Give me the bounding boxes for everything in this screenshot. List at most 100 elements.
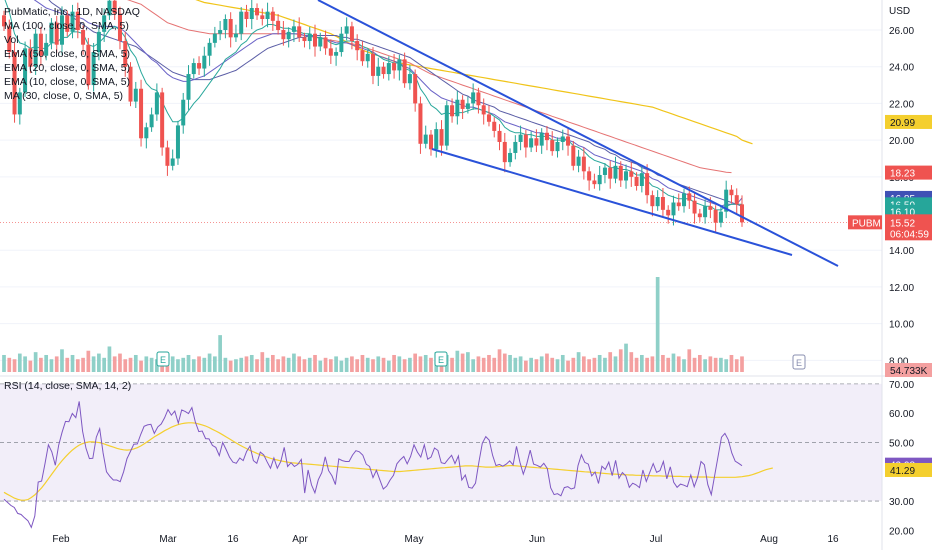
candle-body	[297, 26, 302, 38]
candle-body	[566, 136, 571, 146]
volume-bar	[270, 354, 275, 372]
lower-trendline	[431, 148, 793, 256]
earnings-marker-0	[156, 351, 170, 367]
candle-body	[645, 173, 650, 196]
volume-bar	[634, 357, 639, 372]
candle-body	[450, 105, 455, 117]
rsi-legend[interactable]: RSI (14, close, SMA, 14, 2)	[4, 380, 132, 392]
candle-body	[518, 134, 523, 142]
candle-body	[497, 130, 502, 142]
volume-bar	[497, 349, 502, 372]
volume-bar	[476, 356, 481, 372]
volume-bar	[376, 356, 381, 372]
volume-bar	[597, 354, 602, 372]
volume-bar	[112, 356, 117, 372]
volume-bar	[676, 356, 681, 372]
volume-bar	[360, 354, 365, 372]
candle-body	[703, 206, 708, 218]
volume-bar	[281, 356, 286, 372]
volume-bar	[7, 357, 12, 372]
volume-bar	[65, 357, 70, 372]
candle-body	[687, 193, 692, 201]
candle-body	[117, 13, 122, 42]
legend-ma100: MA (100, close, 0, SMA, 5)	[4, 20, 129, 32]
candle-body	[223, 19, 228, 31]
candle-body	[660, 197, 665, 210]
candle-body	[355, 41, 360, 51]
candle-body	[170, 158, 175, 166]
candle-body	[402, 59, 407, 84]
candle-body	[486, 114, 491, 122]
candle-body	[270, 11, 275, 21]
symbol-tag-text: PUBM	[852, 218, 881, 229]
upper-trendline	[317, 0, 839, 267]
volume-bar	[107, 346, 112, 372]
candle-body	[587, 171, 592, 181]
volume-bar	[123, 359, 128, 372]
earnings-marker-1	[434, 351, 448, 367]
candle-body	[708, 206, 713, 210]
last-price-value: 15.52	[890, 218, 915, 229]
candle-body	[697, 213, 702, 218]
volume-bar	[344, 357, 349, 372]
candle-body	[576, 156, 581, 166]
volume-bar	[144, 356, 149, 372]
volume-bar	[81, 357, 85, 372]
rsi-tick-label: 60.00	[889, 409, 914, 420]
candle-body	[739, 204, 745, 223]
volume-bar	[255, 359, 259, 372]
candle-body	[492, 121, 497, 131]
legend-vol: Vol	[4, 34, 19, 46]
price-tick-label: 20.00	[889, 136, 914, 147]
candle-body	[481, 105, 486, 115]
candle-body	[128, 66, 133, 102]
volume-bar	[128, 357, 133, 372]
candle-body	[302, 37, 307, 42]
volume-bar	[260, 352, 265, 372]
volume-bar	[181, 357, 186, 372]
chart-legend[interactable]: PubMatic, Inc., 1D, NASDAQ MA (100, clos…	[4, 5, 140, 103]
candle-body	[202, 55, 207, 69]
candle-body	[571, 145, 576, 166]
volume-bar	[418, 356, 423, 372]
volume-bar	[386, 360, 391, 372]
price-tick-label: 26.00	[889, 26, 914, 37]
volume-bar	[176, 359, 180, 372]
candle-body	[508, 152, 513, 163]
volume-bar	[587, 359, 591, 372]
volume-bar	[734, 359, 739, 372]
volume-bar	[355, 359, 360, 372]
volume-bar	[618, 349, 623, 372]
price-tick-label: 8.00	[889, 356, 909, 367]
volume-bar	[576, 352, 581, 372]
volume-bar	[102, 357, 107, 372]
volume-bar	[518, 356, 523, 372]
candle-body	[218, 30, 223, 34]
volume-bar	[697, 354, 702, 372]
candle-body	[228, 19, 233, 38]
candle-body	[413, 74, 418, 104]
volume-bar	[450, 357, 454, 372]
time-tick-label: Feb	[52, 534, 70, 545]
volume-bar	[54, 356, 59, 372]
legend-title: PubMatic, Inc., 1D, NASDAQ	[4, 6, 140, 18]
volume-bar	[629, 352, 634, 372]
volume-bar	[402, 359, 407, 372]
volume-bar	[202, 357, 207, 372]
volume-bar	[703, 359, 707, 372]
candle-body	[376, 66, 381, 76]
candle-body	[328, 48, 333, 56]
candle-body	[381, 66, 386, 75]
candle-body	[386, 63, 391, 75]
volume-bar	[529, 357, 533, 372]
candle-body	[360, 50, 365, 62]
time-tick-label: 16	[227, 534, 239, 545]
volume-bar	[371, 359, 375, 372]
volume-bar	[39, 357, 43, 372]
time-tick-label: May	[405, 534, 424, 545]
volume-bar	[297, 356, 302, 372]
price-tag-4-text: 16.10	[890, 208, 915, 219]
candle-body	[581, 156, 586, 172]
candle-body	[407, 74, 412, 84]
